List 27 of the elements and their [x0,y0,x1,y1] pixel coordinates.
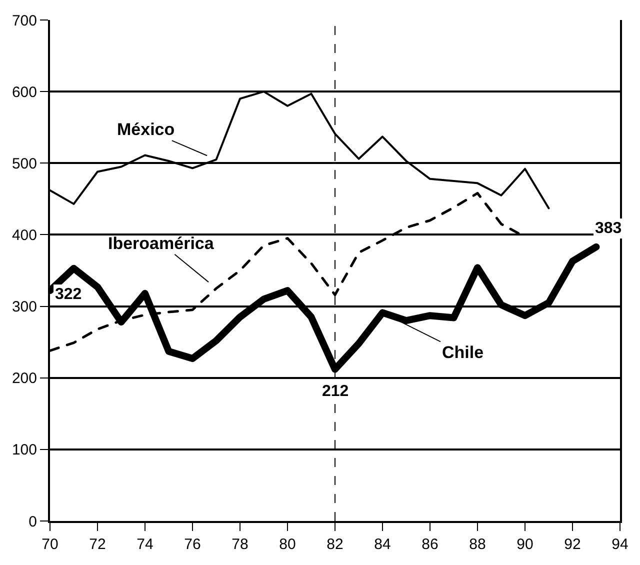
x-tick-label: 90 [516,536,534,553]
x-tick-label: 84 [374,536,391,553]
y-tick-label: 500 [12,155,37,172]
series-label: Iberoamérica [108,234,214,253]
x-tick-label: 80 [279,536,296,553]
x-tick-label: 70 [42,536,58,553]
x-tick-label: 94 [612,536,628,553]
x-tick-label: 72 [89,536,106,553]
x-tick-label: 82 [326,536,344,553]
y-tick-label: 100 [12,442,37,459]
annotation: 322 [55,286,82,303]
y-tick-label: 600 [12,84,37,101]
x-tick-label: 74 [136,536,154,553]
x-tick-label: 78 [232,536,248,553]
annotation: 383 [595,220,622,237]
y-tick-label: 300 [12,298,37,316]
annotation: 212 [322,383,349,400]
y-tick-label: 0 [28,513,37,530]
x-tick-label: 92 [564,536,581,553]
series-label: Chile [442,343,484,362]
x-tick-label: 76 [184,536,201,553]
x-tick-label: 86 [422,536,438,553]
series-label: México [117,120,175,139]
y-tick-label: 400 [12,226,37,244]
y-tick-label: 200 [12,370,37,388]
y-tick-label: 700 [12,12,37,30]
x-tick-label: 88 [469,536,486,553]
